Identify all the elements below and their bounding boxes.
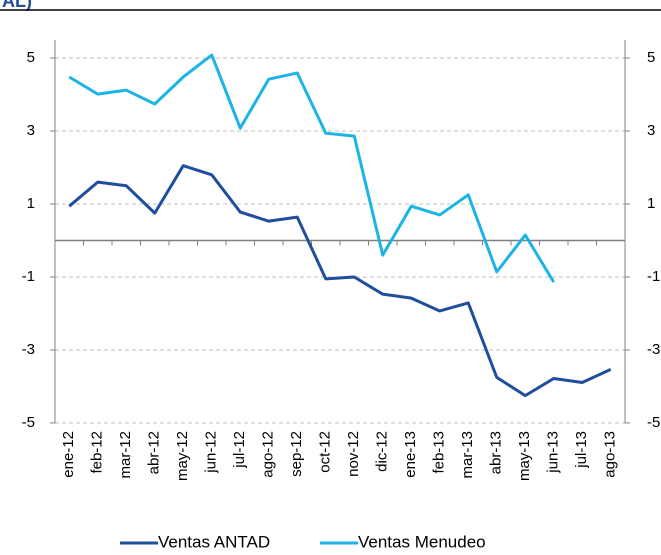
x-tick-label: dic-12 bbox=[374, 431, 391, 472]
x-tick-label: feb-13 bbox=[431, 431, 448, 474]
chart-title: AL) bbox=[2, 0, 32, 11]
x-tick-label: jun-12 bbox=[203, 431, 220, 474]
x-tick-label: abr-13 bbox=[488, 431, 505, 474]
x-tick-label: mar-12 bbox=[117, 431, 134, 479]
x-tick-label: ene-12 bbox=[60, 431, 77, 478]
x-tick-label: jul-12 bbox=[231, 431, 248, 469]
x-tick-label: abr-12 bbox=[146, 431, 163, 474]
x-tick-label: mar-13 bbox=[459, 431, 476, 479]
y2-tick-label: -3 bbox=[647, 341, 660, 358]
y-tick-label: 3 bbox=[27, 122, 35, 139]
x-tick-label: jul-13 bbox=[573, 431, 590, 469]
x-tick-label: ago-12 bbox=[260, 431, 277, 478]
x-tick-label: oct-12 bbox=[317, 431, 334, 473]
y-tick-label: 5 bbox=[27, 49, 35, 66]
series-line bbox=[68, 164, 612, 398]
series-line bbox=[68, 53, 556, 283]
x-tick-label: may-12 bbox=[174, 431, 191, 481]
y-tick-label: -1 bbox=[22, 268, 35, 285]
legend-label: Ventas ANTAD bbox=[158, 532, 270, 551]
y-tick-label: -3 bbox=[22, 341, 35, 358]
y2-tick-label: -5 bbox=[647, 414, 660, 431]
y2-tick-label: -1 bbox=[647, 268, 660, 285]
x-tick-label: ago-13 bbox=[602, 431, 619, 478]
y-tick-label: -5 bbox=[22, 414, 35, 431]
y-tick-label: 1 bbox=[27, 195, 35, 212]
x-tick-label: jun-13 bbox=[545, 431, 562, 474]
y2-tick-label: 5 bbox=[647, 49, 655, 66]
y2-tick-label: 1 bbox=[647, 195, 655, 212]
x-tick-label: may-13 bbox=[516, 431, 533, 481]
x-tick-label: nov-12 bbox=[345, 431, 362, 477]
y2-tick-label: 3 bbox=[647, 122, 655, 139]
x-tick-label: sep-12 bbox=[288, 431, 305, 477]
x-tick-label: feb-12 bbox=[89, 431, 106, 474]
legend-label: Ventas Menudeo bbox=[358, 532, 486, 551]
x-tick-label: ene-13 bbox=[402, 431, 419, 478]
